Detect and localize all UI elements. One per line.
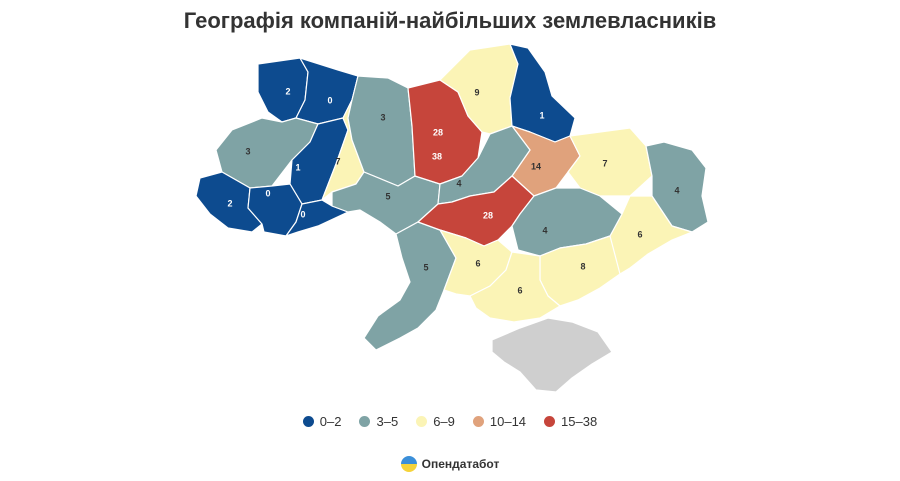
region-kharkiv [567,127,653,197]
region-label-luhansk: 4 [674,185,679,195]
legend-label: 0–2 [319,414,342,429]
region-label-chernivtsi: 0 [300,209,305,219]
legend-dot [416,416,428,427]
region-label-cherkasy: 4 [456,178,461,188]
legend: 0–2 3–5 6–9 10–14 15–38 [0,414,900,429]
legend-dot [359,416,371,427]
legend-item: 15–38 [544,414,597,429]
region-crimea [491,317,613,393]
region-label-chernihiv: 9 [474,87,479,97]
legend-dot [472,416,484,427]
region-label-zhytomyr: 3 [380,112,385,122]
legend-dot [544,416,556,427]
region-label-khmelnytskyi: 7 [335,156,340,166]
legend-item: 6–9 [416,414,455,429]
region-label-poltava: 14 [531,161,541,171]
region-label-donetsk: 6 [637,229,642,239]
legend-item: 3–5 [359,414,398,429]
legend-item: 0–2 [302,414,342,429]
region-label-kyiv-city: 28 [433,127,443,137]
legend-dot [302,416,314,427]
region-label-kherson: 6 [517,285,522,295]
region-label-volyn: 2 [285,86,290,96]
region-label-lviv: 3 [245,146,250,156]
region-label-vinnytsia: 5 [385,191,390,201]
region-odesa [363,221,457,351]
legend-item: 10–14 [472,414,527,429]
legend-label: 10–14 [489,414,527,429]
region-label-mykolaiv: 6 [475,258,480,268]
legend-label: 15–38 [561,414,598,429]
region-label-rivne: 0 [327,95,332,105]
region-zakarpattia [195,171,263,233]
region-label-kirovohrad: 28 [483,210,493,220]
logo-text: Опендатабот [421,457,500,471]
legend-label: 6–9 [433,414,455,429]
region-sumy [509,43,576,143]
region-label-kyiv: 38 [432,151,442,161]
region-label-sumy: 1 [539,110,544,120]
region-label-zaporizhzhia: 8 [580,261,585,271]
opendatabot-logo-icon [400,456,417,472]
region-label-odesa: 5 [423,262,428,272]
legend-label: 3–5 [376,414,399,429]
region-label-ivano-frankivsk: 0 [265,188,270,198]
map-title: Географія компаній-найбільших землевласн… [183,8,717,33]
region-label-ternopil: 1 [295,162,300,172]
region-label-kharkiv: 7 [602,158,607,168]
region-kherson [469,251,561,323]
region-label-dnipropetrovsk: 4 [542,225,547,235]
region-label-zakarpattia: 2 [227,198,232,208]
logo: Опендатабот [0,456,900,472]
